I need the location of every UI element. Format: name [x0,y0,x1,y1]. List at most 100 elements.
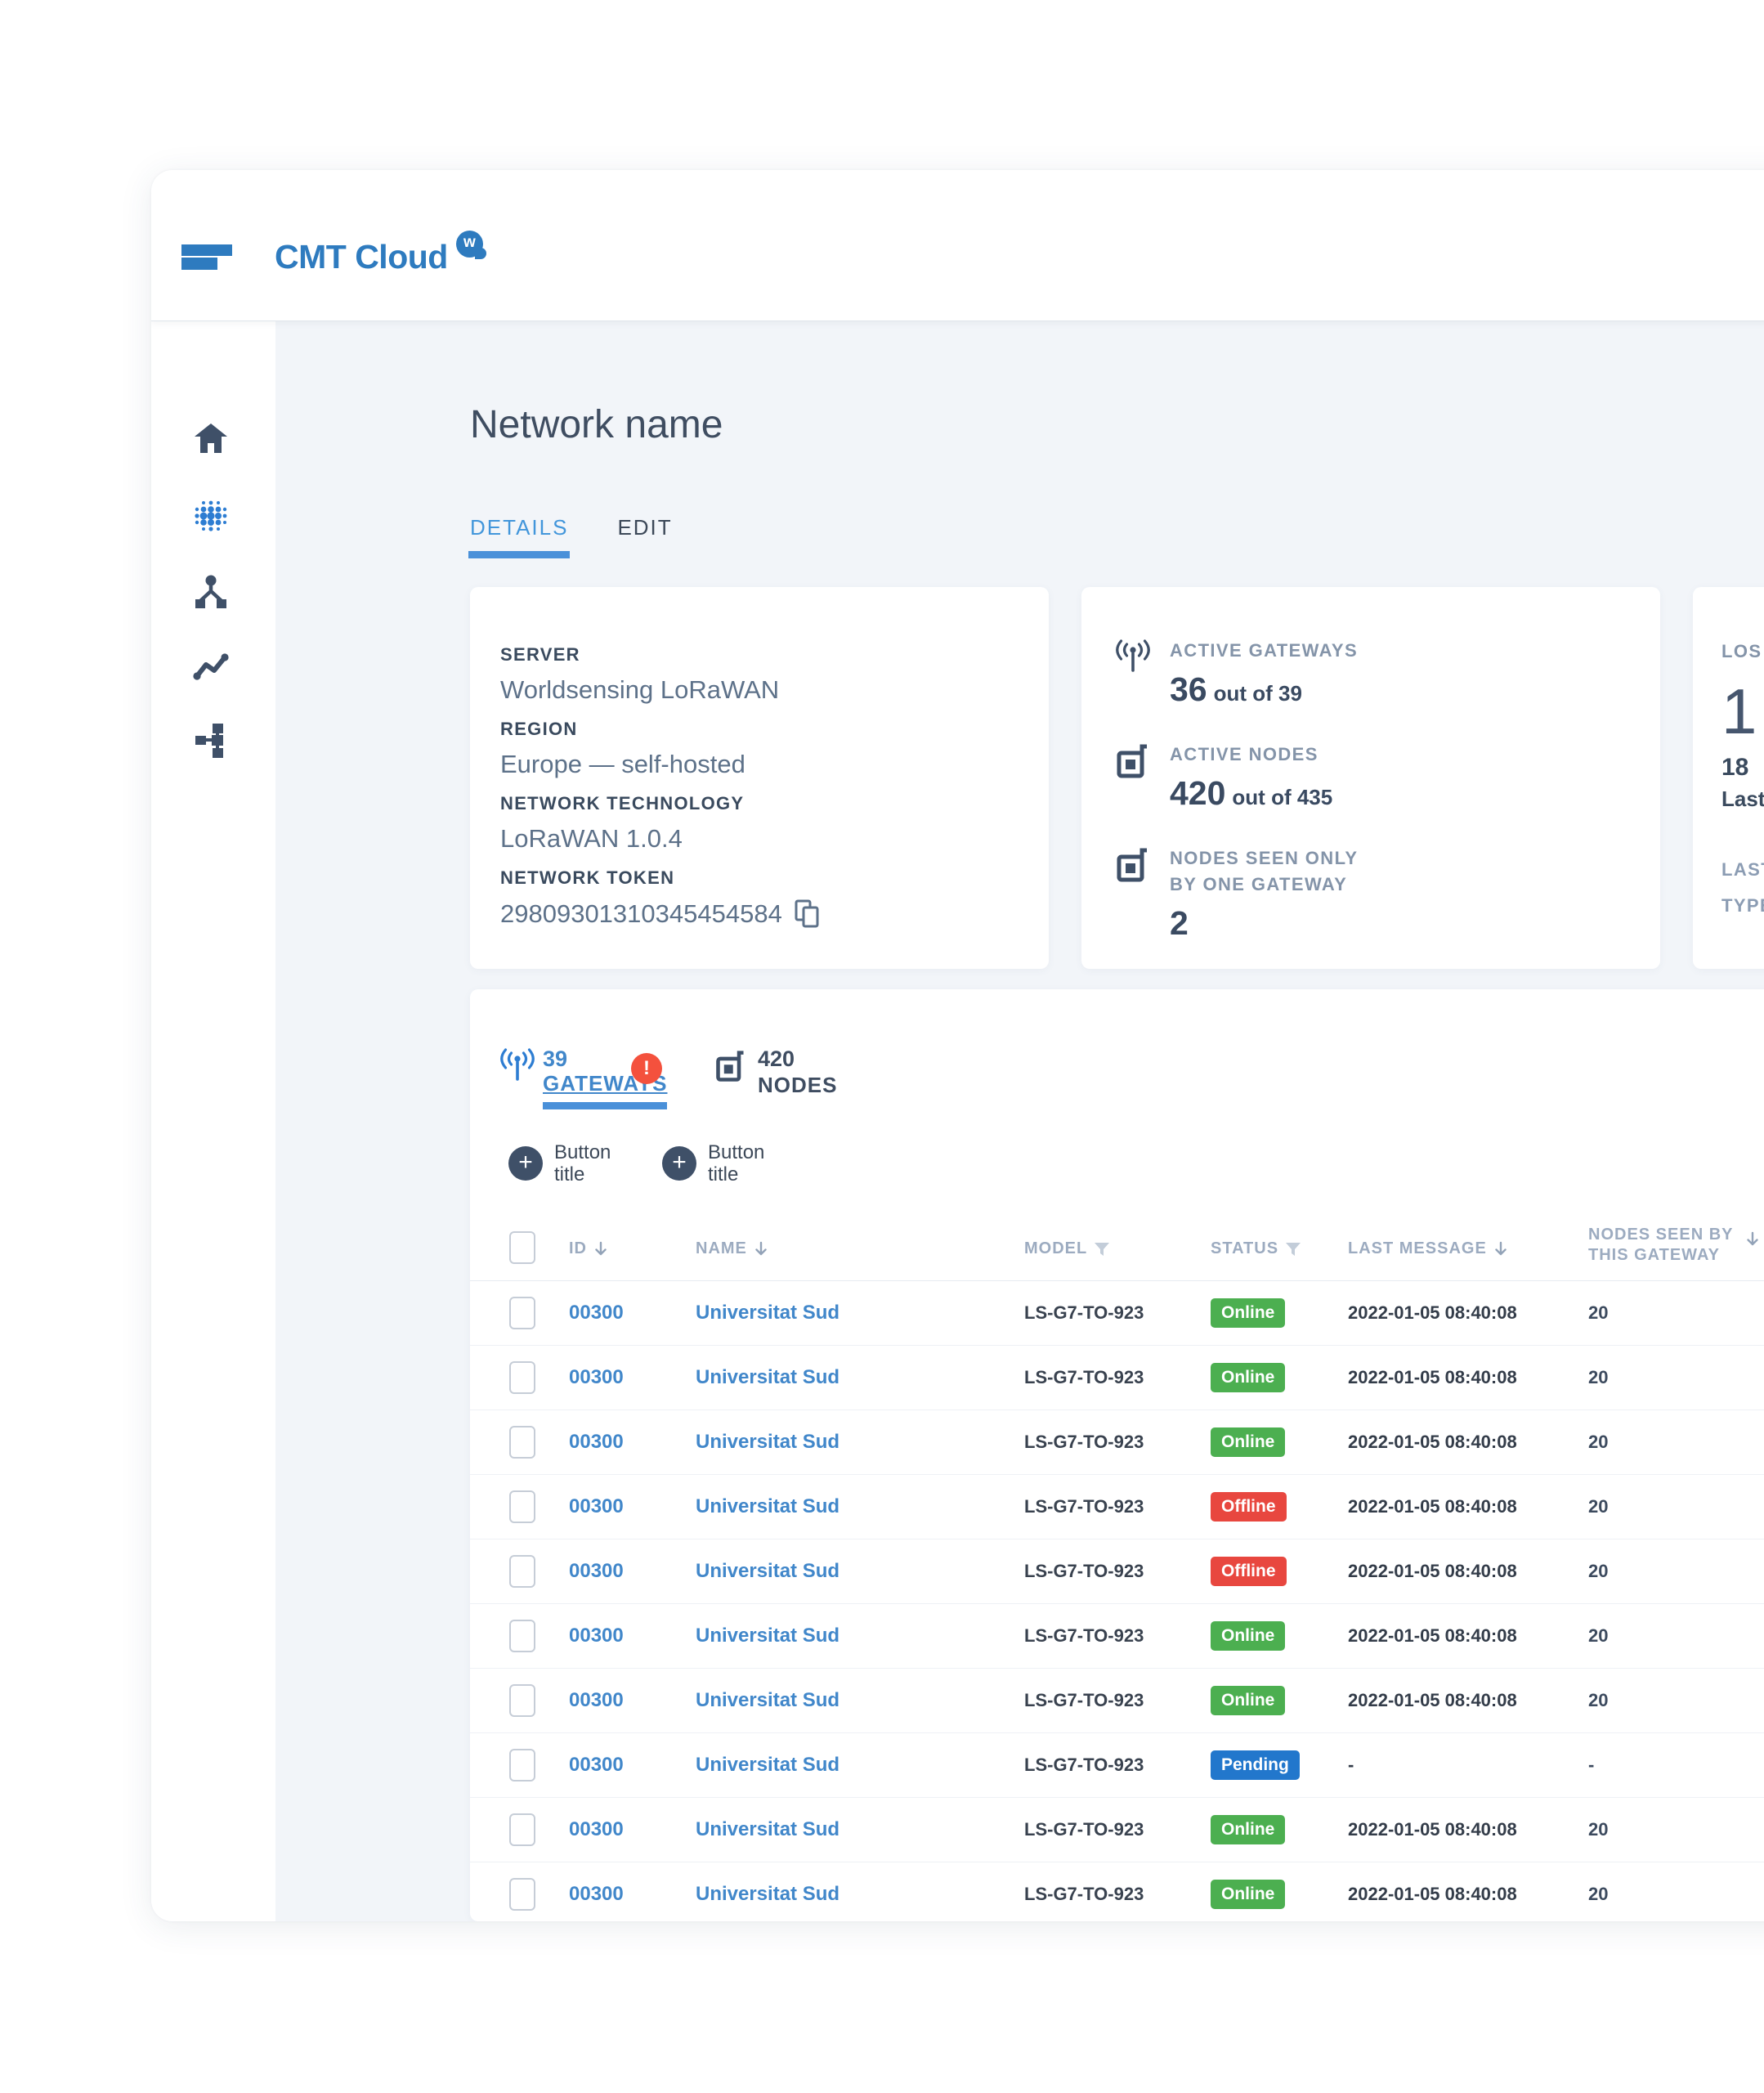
antenna-icon [500,1048,535,1081]
last-message: 2022-01-05 08:40:08 [1348,1367,1517,1387]
row-checkbox[interactable] [509,1555,535,1588]
server-value: Worldsensing LoRaWAN [500,675,780,704]
clipped-card-label: LOS [1721,641,1762,661]
column-header-id[interactable]: ID [569,1239,608,1258]
stat-active-nodes: ACTIVE NODES 420 out of 435 [1114,742,1636,813]
sidebar-item-connections[interactable] [192,573,230,611]
active-nodes-value: 420 [1170,774,1226,812]
table-row: 00300 Universitat Sud LS-G7-TO-923 Onlin… [470,1281,1764,1346]
copy-icon[interactable] [794,899,822,930]
alert-badge-icon[interactable]: ! [631,1053,662,1084]
gateway-model: LS-G7-TO-923 [1024,1432,1144,1452]
row-checkbox[interactable] [509,1361,535,1394]
gateways-table-card: 39 GATEWAYS ! 420 NODES [470,989,1764,1921]
column-header-nodes-seen-sort[interactable] [1745,1231,1760,1248]
gateway-model: LS-G7-TO-923 [1024,1302,1144,1323]
nodes-one-gateway-label-line1: NODES SEEN ONLY [1170,848,1359,868]
gateway-id-link[interactable]: 00300 [569,1689,624,1711]
gateway-id-link[interactable]: 00300 [569,1366,624,1388]
row-checkbox[interactable] [509,1297,535,1329]
table-row: 00300 Universitat Sud LS-G7-TO-923 Onlin… [470,1410,1764,1475]
header-divider [470,1280,1764,1281]
row-checkbox[interactable] [509,1490,535,1523]
nodes-seen-count: 20 [1588,1884,1609,1904]
gateway-id-link[interactable]: 00300 [569,1625,624,1647]
logo-bars-icon [181,244,232,272]
active-gateways-suffix: out of 39 [1213,681,1302,706]
sort-icon [1495,1241,1507,1255]
nodes-one-gateway-label-line2: BY ONE GATEWAY [1170,874,1348,894]
gateway-id-link[interactable]: 00300 [569,1495,624,1517]
gateway-model: LS-G7-TO-923 [1024,1496,1144,1517]
clipped-card-line5: TYPE [1721,895,1764,916]
gateway-name-link[interactable]: Universitat Sud [696,1302,840,1324]
select-all-checkbox[interactable] [509,1231,535,1264]
gateway-name-link[interactable]: Universitat Sud [696,1366,840,1388]
sidebar-item-workflows[interactable] [192,722,230,760]
app-window: CMT Cloud w [151,170,1764,1921]
plus-icon: + [662,1146,696,1181]
table-row: 00300 Universitat Sud LS-G7-TO-923 Pendi… [470,1733,1764,1798]
gateway-model: LS-G7-TO-923 [1024,1755,1144,1775]
column-header-nodes-seen[interactable]: NODES SEEN BY THIS GATEWAY [1588,1226,1734,1264]
gateway-model: LS-G7-TO-923 [1024,1625,1144,1646]
column-header-last-message[interactable]: LAST MESSAGE [1348,1239,1508,1258]
brand-logo[interactable]: CMT Cloud w [181,231,486,275]
column-header-status[interactable]: STATUS [1211,1239,1301,1258]
nodes-seen-count: 20 [1588,1561,1609,1581]
tab-details[interactable]: DETAILS [468,515,571,558]
gateway-name-link[interactable]: Universitat Sud [696,1625,840,1647]
gateway-name-link[interactable]: Universitat Sud [696,1689,840,1711]
gateway-name-link[interactable]: Universitat Sud [696,1495,840,1517]
node-device-icon [1117,848,1147,882]
status-badge: Offline [1211,1557,1287,1586]
gateway-id-link[interactable]: 00300 [569,1431,624,1453]
nodes-seen-count: 20 [1588,1819,1609,1840]
gateway-id-link[interactable]: 00300 [569,1302,624,1324]
sidebar-item-networks-active[interactable] [192,497,230,535]
sidebar-item-analytics[interactable] [192,648,230,686]
gateway-name-link[interactable]: Universitat Sud [696,1560,840,1582]
gateway-name-link[interactable]: Universitat Sud [696,1883,840,1905]
clipped-card-line2: 18 [1721,754,1749,781]
add-gateway-button[interactable]: + Button title [508,1141,611,1185]
gateway-model: LS-G7-TO-923 [1024,1367,1144,1387]
last-message: 2022-01-05 08:40:08 [1348,1432,1517,1452]
gateway-id-link[interactable]: 00300 [569,1560,624,1582]
column-header-model[interactable]: MODEL [1024,1239,1110,1258]
gateway-name-link[interactable]: Universitat Sud [696,1754,840,1776]
tab-edit[interactable]: EDIT [617,515,673,540]
gateway-id-link[interactable]: 00300 [569,1883,624,1905]
gateway-id-link[interactable]: 00300 [569,1818,624,1840]
status-badge: Online [1211,1298,1286,1328]
clipped-card-big-value: 1 [1721,675,1757,747]
region-value: Europe — self-hosted [500,750,745,778]
row-checkbox[interactable] [509,1684,535,1717]
sidebar [151,320,275,1921]
row-checkbox[interactable] [509,1813,535,1846]
gateway-name-link[interactable]: Universitat Sud [696,1818,840,1840]
last-message: 2022-01-05 08:40:08 [1348,1884,1517,1904]
row-checkbox[interactable] [509,1620,535,1652]
table-row: 00300 Universitat Sud LS-G7-TO-923 Offli… [470,1475,1764,1539]
trend-chart-icon [193,653,229,680]
status-badge: Online [1211,1363,1286,1392]
clipped-card-line3: Last [1721,787,1764,811]
gateway-model: LS-G7-TO-923 [1024,1690,1144,1710]
filter-icon [1095,1242,1110,1256]
row-checkbox[interactable] [509,1878,535,1911]
active-nodes-label: ACTIVE NODES [1170,744,1319,764]
nodes-tab[interactable]: 420 NODES [714,1046,837,1099]
row-checkbox[interactable] [509,1749,535,1782]
column-header-name[interactable]: NAME [696,1239,768,1258]
sort-icon [595,1241,607,1255]
gateway-id-link[interactable]: 00300 [569,1754,624,1776]
secondary-action-button[interactable]: + Button title [662,1141,764,1185]
gateway-name-link[interactable]: Universitat Sud [696,1431,840,1453]
row-checkbox[interactable] [509,1426,535,1459]
gateways-count: 39 [543,1046,568,1071]
token-value: 29809301310345454584 [500,899,782,928]
nodes-seen-count: 20 [1588,1690,1609,1710]
gateways-tab[interactable]: 39 GATEWAYS [499,1046,668,1109]
sidebar-item-home[interactable] [192,419,230,457]
